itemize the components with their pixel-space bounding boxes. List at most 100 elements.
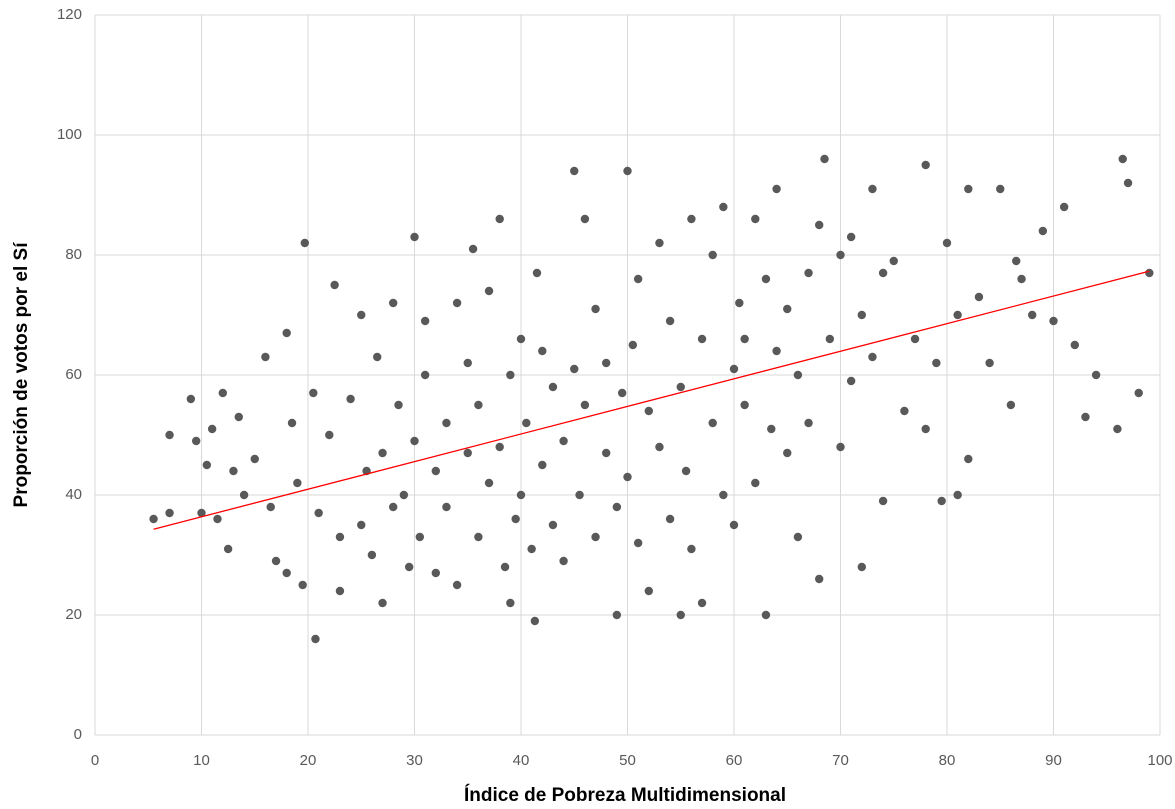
point — [1081, 412, 1090, 422]
point — [532, 268, 542, 278]
point — [761, 610, 771, 620]
point — [740, 400, 749, 410]
point — [452, 580, 462, 590]
point — [623, 472, 632, 482]
point — [793, 532, 803, 542]
point — [697, 334, 707, 344]
point — [218, 388, 227, 398]
point — [410, 436, 419, 446]
point — [559, 556, 568, 566]
point — [389, 502, 398, 512]
point — [367, 550, 377, 560]
point — [506, 598, 515, 608]
point — [857, 562, 866, 572]
point — [484, 478, 494, 488]
point — [1038, 226, 1048, 236]
point — [165, 508, 174, 518]
point — [495, 214, 504, 224]
point — [399, 490, 409, 500]
point — [452, 298, 462, 308]
point — [234, 412, 243, 422]
point — [538, 346, 547, 356]
point — [676, 610, 685, 620]
point — [373, 352, 382, 362]
point — [420, 370, 430, 380]
point — [836, 250, 845, 260]
point — [516, 490, 526, 500]
point — [602, 448, 611, 458]
point — [575, 490, 584, 500]
point — [735, 298, 744, 308]
point — [1118, 154, 1127, 164]
point — [415, 532, 425, 542]
point — [655, 238, 664, 248]
point — [836, 442, 845, 452]
x-tick-label: 80 — [939, 752, 956, 769]
point — [644, 406, 653, 416]
point — [314, 508, 323, 518]
point — [921, 160, 930, 170]
x-tick-label: 90 — [1045, 752, 1062, 769]
point — [404, 562, 414, 572]
x-axis-title: Índice de Pobreza Multidimensional — [464, 784, 786, 806]
point — [1017, 274, 1026, 284]
x-tick-label: 40 — [513, 752, 530, 769]
point — [442, 502, 451, 512]
point — [300, 238, 310, 248]
x-tick-label: 100 — [1147, 752, 1172, 769]
x-tick-label: 20 — [300, 752, 317, 769]
point — [985, 358, 994, 368]
point — [617, 388, 627, 398]
point — [665, 514, 675, 524]
point — [633, 538, 643, 548]
point — [463, 358, 472, 368]
point — [942, 238, 952, 248]
point — [186, 394, 196, 404]
point — [687, 544, 696, 554]
point — [570, 364, 579, 374]
point — [548, 382, 558, 392]
x-tick-label: 10 — [193, 752, 210, 769]
point — [266, 502, 275, 512]
point — [229, 466, 238, 476]
x-tick-label: 50 — [619, 752, 636, 769]
point — [644, 586, 653, 596]
point — [623, 166, 632, 176]
y-axis-title: Proporción de votos por el Sí — [11, 242, 32, 508]
point — [974, 292, 984, 302]
point — [474, 532, 483, 542]
point — [767, 424, 776, 434]
y-tick-label: 120 — [57, 6, 82, 23]
point — [287, 418, 297, 428]
point — [213, 514, 222, 524]
point — [165, 430, 174, 440]
point — [271, 556, 281, 566]
point — [442, 418, 451, 428]
point — [1049, 316, 1058, 326]
point — [378, 598, 387, 608]
point — [1113, 424, 1122, 434]
x-tick-label: 0 — [91, 752, 99, 769]
x-tick-label: 70 — [832, 752, 849, 769]
point — [522, 418, 531, 428]
point — [964, 454, 973, 464]
point — [311, 634, 320, 644]
point — [772, 346, 781, 356]
x-tick-label: 30 — [406, 752, 423, 769]
point — [681, 466, 691, 476]
point — [298, 580, 307, 590]
point — [330, 280, 339, 290]
point — [463, 448, 472, 458]
point — [655, 442, 664, 452]
point — [335, 586, 345, 596]
point — [815, 220, 824, 230]
point — [506, 370, 515, 380]
y-tick-label: 100 — [57, 126, 82, 143]
point — [500, 562, 510, 572]
point — [202, 460, 212, 470]
y-tick-label: 40 — [65, 486, 82, 503]
point — [197, 508, 206, 518]
point — [825, 334, 835, 344]
point — [1012, 256, 1021, 266]
point — [793, 370, 803, 380]
